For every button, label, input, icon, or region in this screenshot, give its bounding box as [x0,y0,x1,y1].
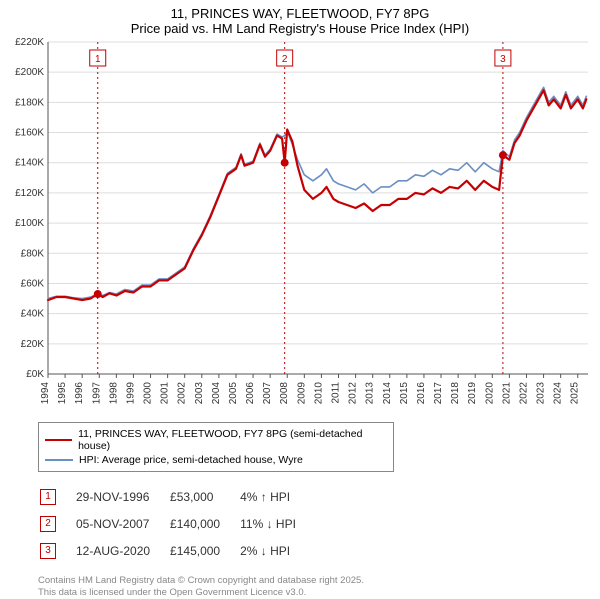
attribution-line1: Contains HM Land Registry data © Crown c… [38,575,600,587]
svg-text:£140K: £140K [15,158,44,169]
svg-text:2015: 2015 [399,382,410,405]
svg-text:2010: 2010 [313,382,324,405]
chart-legend: 11, PRINCES WAY, FLEETWOOD, FY7 8PG (sem… [38,422,394,472]
svg-text:2007: 2007 [262,382,273,405]
svg-text:2002: 2002 [177,382,188,405]
svg-text:2024: 2024 [553,382,564,405]
svg-text:1996: 1996 [74,382,85,405]
svg-text:2014: 2014 [382,382,393,405]
svg-text:1998: 1998 [108,382,119,405]
svg-text:2023: 2023 [536,382,547,405]
chart-title-line2: Price paid vs. HM Land Registry's House … [0,21,600,36]
svg-text:2012: 2012 [348,382,359,405]
svg-text:2016: 2016 [416,382,427,405]
annotation-price: £53,000 [170,484,238,509]
svg-text:£200K: £200K [15,67,44,78]
svg-text:£220K: £220K [15,38,44,48]
svg-text:£40K: £40K [21,309,45,320]
svg-text:2021: 2021 [501,382,512,405]
svg-text:2: 2 [282,54,288,65]
annotation-delta: 11% ↓ HPI [240,511,314,536]
annotation-delta: 2% ↓ HPI [240,538,314,563]
svg-text:£20K: £20K [21,339,45,350]
svg-text:2005: 2005 [228,382,239,405]
annotation-row: 1 29-NOV-1996£53,0004% ↑ HPI [40,484,314,509]
annotation-date: 12-AUG-2020 [76,538,168,563]
svg-text:2022: 2022 [518,382,529,405]
svg-text:2020: 2020 [484,382,495,405]
svg-text:£80K: £80K [21,248,45,259]
annotation-badge: 1 [40,489,56,505]
annotation-date: 29-NOV-1996 [76,484,168,509]
annotation-price: £140,000 [170,511,238,536]
svg-text:1995: 1995 [57,382,68,405]
svg-text:2025: 2025 [570,382,581,405]
svg-text:2017: 2017 [433,382,444,405]
svg-text:2011: 2011 [331,382,342,404]
svg-text:2013: 2013 [365,382,376,405]
annotation-row: 2 05-NOV-2007£140,00011% ↓ HPI [40,511,314,536]
svg-text:2008: 2008 [279,382,290,405]
svg-text:1994: 1994 [40,382,51,405]
price-chart: £0K £20K £40K £60K £80K £100K £120K £140K £160K £… [10,38,590,418]
svg-text:£120K: £120K [15,188,44,199]
svg-text:£180K: £180K [15,97,44,108]
annotation-price: £145,000 [170,538,238,563]
svg-text:£60K: £60K [21,278,45,289]
annotation-row: 3 12-AUG-2020£145,0002% ↓ HPI [40,538,314,563]
legend-swatch [45,439,72,441]
annotation-delta: 4% ↑ HPI [240,484,314,509]
legend-label: 11, PRINCES WAY, FLEETWOOD, FY7 8PG (sem… [78,428,387,452]
transaction-annotation-table: 1 29-NOV-1996£53,0004% ↑ HPI 2 05-NOV-2007£… [38,482,316,565]
annotation-badge: 3 [40,543,56,559]
chart-title-line1: 11, PRINCES WAY, FLEETWOOD, FY7 8PG [0,6,600,21]
svg-text:2006: 2006 [245,382,256,405]
attribution-line2: This data is licensed under the Open Gov… [38,587,600,599]
svg-text:1999: 1999 [125,382,136,405]
svg-text:2018: 2018 [450,382,461,405]
legend-item: HPI: Average price, semi-detached house,… [45,453,387,467]
svg-text:2000: 2000 [143,382,154,405]
annotation-date: 05-NOV-2007 [76,511,168,536]
svg-text:1: 1 [95,54,101,65]
attribution-text: Contains HM Land Registry data © Crown c… [38,575,600,599]
annotation-badge: 2 [40,516,56,532]
svg-text:2003: 2003 [194,382,205,405]
svg-text:2019: 2019 [467,382,478,405]
legend-item: 11, PRINCES WAY, FLEETWOOD, FY7 8PG (sem… [45,427,387,453]
svg-text:1997: 1997 [91,382,102,405]
chart-title-block: 11, PRINCES WAY, FLEETWOOD, FY7 8PG Pric… [0,0,600,38]
svg-text:£0K: £0K [26,369,44,380]
legend-label: HPI: Average price, semi-detached house,… [79,454,303,466]
svg-text:2009: 2009 [296,382,307,405]
svg-text:2001: 2001 [160,382,171,405]
svg-text:£160K: £160K [15,128,44,139]
chart-svg: £0K £20K £40K £60K £80K £100K £120K £140K £160K £… [10,38,590,418]
legend-swatch [45,459,73,461]
svg-text:£100K: £100K [15,218,44,229]
svg-text:3: 3 [500,54,506,65]
svg-text:2004: 2004 [211,382,222,405]
